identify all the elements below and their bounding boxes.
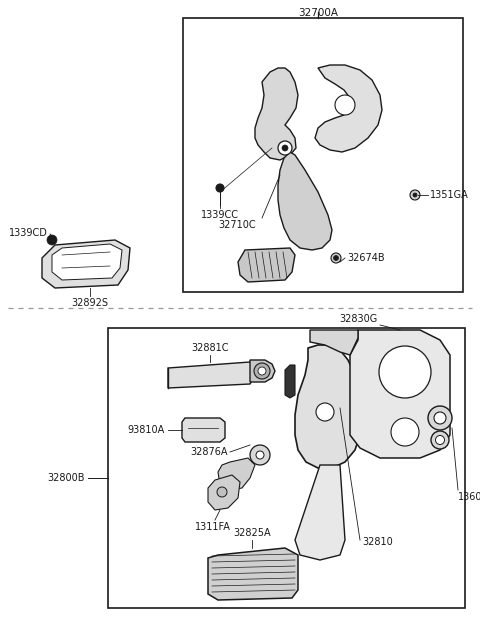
Circle shape: [334, 255, 338, 260]
Circle shape: [434, 412, 446, 424]
Text: 1311FA: 1311FA: [195, 522, 231, 532]
Polygon shape: [52, 244, 122, 280]
Circle shape: [335, 95, 355, 115]
Text: 32825A: 32825A: [233, 528, 271, 538]
Text: 32892S: 32892S: [72, 298, 108, 308]
Polygon shape: [208, 548, 298, 600]
Circle shape: [431, 431, 449, 449]
Polygon shape: [250, 360, 275, 382]
Circle shape: [428, 406, 452, 430]
Polygon shape: [310, 330, 358, 355]
Polygon shape: [218, 458, 255, 490]
Polygon shape: [255, 68, 298, 160]
Text: 32674B: 32674B: [347, 253, 384, 263]
Polygon shape: [315, 65, 382, 152]
Circle shape: [282, 145, 288, 151]
Circle shape: [254, 363, 270, 379]
Polygon shape: [278, 152, 332, 250]
Text: 32881C: 32881C: [191, 343, 229, 353]
Polygon shape: [295, 465, 345, 560]
Text: 32830G: 32830G: [340, 314, 378, 324]
Polygon shape: [285, 365, 295, 398]
Polygon shape: [208, 475, 240, 510]
Text: 1339CC: 1339CC: [201, 210, 239, 220]
Text: 32700A: 32700A: [298, 8, 338, 18]
Polygon shape: [182, 418, 225, 442]
Circle shape: [217, 487, 227, 497]
Text: 1360GH: 1360GH: [458, 492, 480, 502]
Polygon shape: [42, 240, 130, 288]
Text: 32810: 32810: [362, 537, 393, 547]
Circle shape: [316, 403, 334, 421]
Circle shape: [258, 367, 266, 375]
Circle shape: [391, 418, 419, 446]
Circle shape: [413, 193, 417, 197]
Circle shape: [435, 435, 444, 445]
Circle shape: [331, 253, 341, 263]
Text: 32876A: 32876A: [191, 447, 228, 457]
Circle shape: [250, 445, 270, 465]
Circle shape: [379, 346, 431, 398]
Circle shape: [47, 235, 57, 245]
Text: 1339CD: 1339CD: [9, 228, 48, 238]
Circle shape: [256, 451, 264, 459]
Polygon shape: [238, 248, 295, 282]
Text: 32800B: 32800B: [48, 473, 85, 483]
Bar: [108, 328, 465, 608]
Text: 32710C: 32710C: [218, 220, 256, 230]
Circle shape: [410, 190, 420, 200]
Bar: [183, 18, 463, 292]
Text: 93810A: 93810A: [128, 425, 165, 435]
Polygon shape: [168, 362, 254, 388]
Circle shape: [216, 184, 224, 192]
Circle shape: [278, 141, 292, 155]
Text: 1351GA: 1351GA: [430, 190, 469, 200]
Polygon shape: [350, 330, 450, 458]
Polygon shape: [295, 345, 362, 468]
